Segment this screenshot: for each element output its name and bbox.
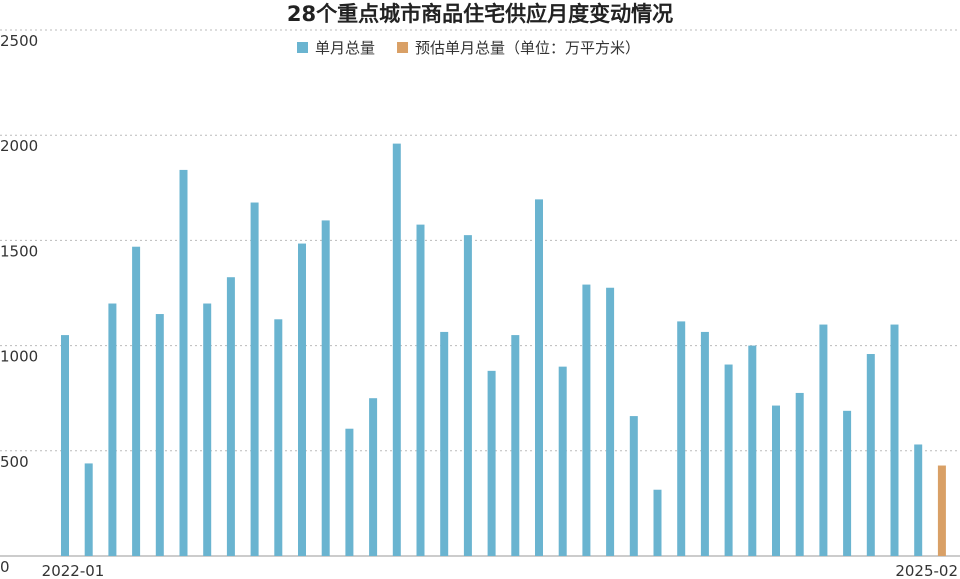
bar <box>535 199 543 556</box>
bar <box>700 331 709 556</box>
bar <box>724 364 733 556</box>
legend-swatch <box>297 42 308 53</box>
bar <box>914 444 923 556</box>
bar <box>84 463 93 556</box>
y-tick-label: 1000 <box>0 348 38 366</box>
y-tick-label: 0 <box>0 558 10 576</box>
bar <box>298 243 306 556</box>
bar <box>345 428 354 556</box>
x-tick-label: 2025-02 <box>895 562 958 579</box>
y-tick-label: 1500 <box>0 242 38 260</box>
bar <box>558 366 567 556</box>
bar <box>226 277 235 556</box>
bar <box>890 324 899 556</box>
bar <box>179 169 188 556</box>
bar <box>748 345 757 556</box>
bar <box>440 331 449 556</box>
y-tick-label: 2500 <box>0 32 38 50</box>
bar <box>132 246 141 556</box>
bar <box>369 398 378 556</box>
bar <box>582 284 591 556</box>
bar <box>937 465 946 556</box>
bar <box>866 354 875 556</box>
bar <box>203 303 212 556</box>
bar <box>819 324 828 556</box>
bar <box>155 314 164 556</box>
chart-title: 28个重点城市商品住宅供应月度变动情况 <box>287 2 673 26</box>
bar <box>487 370 496 556</box>
bar <box>629 416 638 556</box>
bar <box>606 287 615 556</box>
bar <box>61 335 69 556</box>
x-tick-label: 2022-01 <box>42 562 105 579</box>
bar <box>108 303 117 556</box>
bar <box>772 405 780 556</box>
bar <box>795 392 804 556</box>
bar <box>321 220 330 557</box>
legend-swatch <box>397 42 409 53</box>
bar <box>274 319 283 556</box>
bar <box>392 143 401 556</box>
y-tick-label: 2000 <box>0 137 38 155</box>
bar <box>463 235 472 556</box>
bar <box>250 202 259 556</box>
legend-label: 预估单月总量（单位：万平方米） <box>415 39 640 57</box>
y-tick-label: 500 <box>0 453 29 471</box>
bar <box>653 489 662 556</box>
bar <box>511 335 520 556</box>
bar <box>677 321 686 556</box>
bar <box>843 410 852 556</box>
legend-label: 单月总量 <box>315 39 375 57</box>
bar <box>416 224 425 556</box>
